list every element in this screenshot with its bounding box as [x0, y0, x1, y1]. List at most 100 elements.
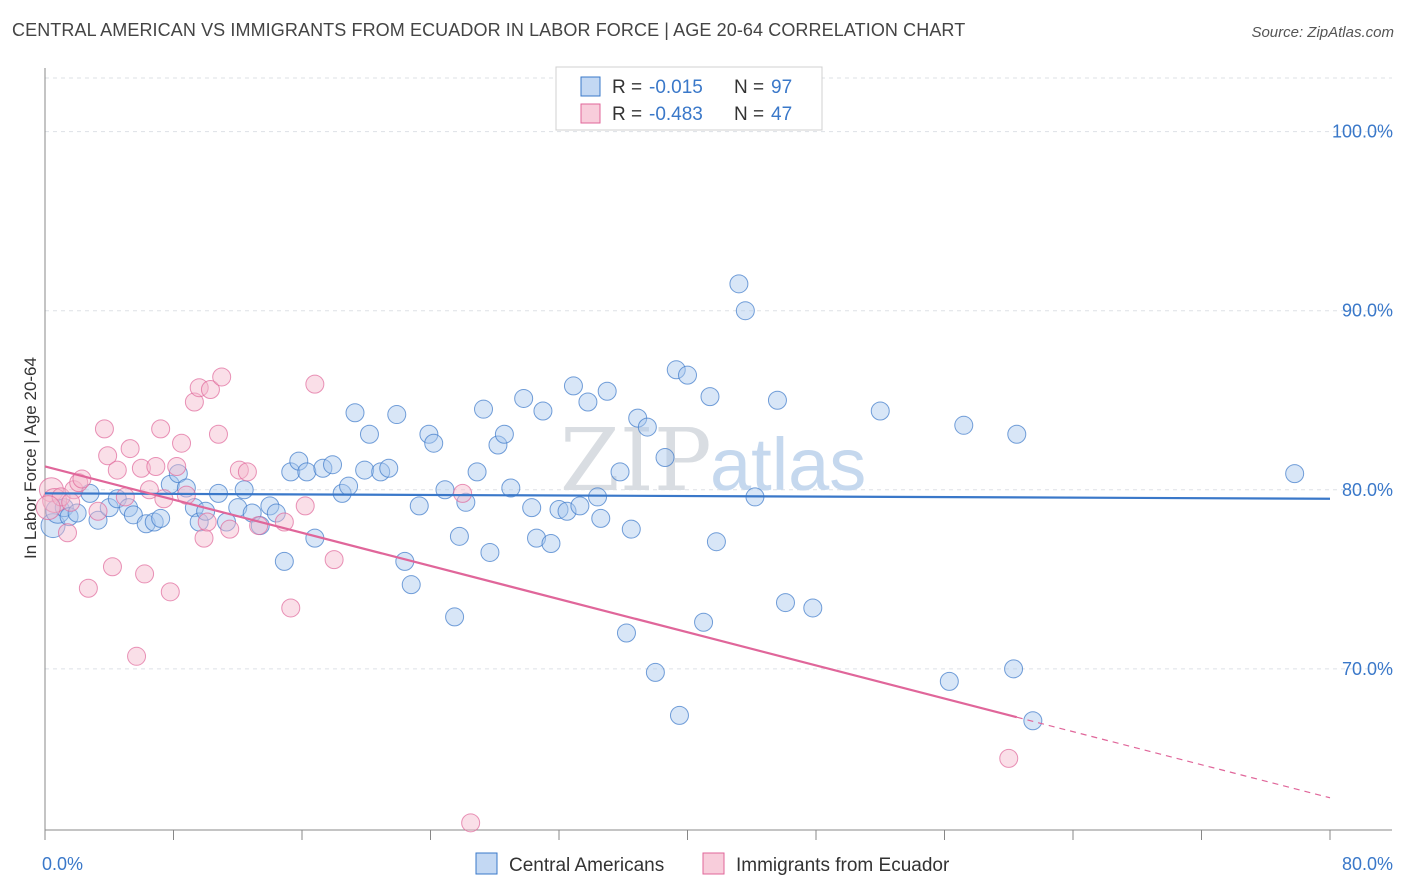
x-tick-label: 0.0%: [42, 854, 83, 874]
scatter-point: [954, 415, 974, 435]
scatter-point: [557, 501, 577, 521]
correlation-legend: R = -0.015 N = 97 R = -0.483 N = 47: [555, 66, 823, 131]
scatter-point: [870, 401, 890, 421]
scatter-point: [588, 487, 608, 507]
y-tick-labels: 100.0% 90.0% 80.0% 70.0%: [1332, 122, 1393, 679]
bottom-legend-swatch: [475, 852, 498, 875]
scatter-point: [332, 483, 352, 503]
watermark-zip: ZIP: [560, 411, 712, 511]
scatter-point: [146, 456, 166, 476]
scatter-point: [289, 451, 309, 471]
scatter-point: [527, 528, 547, 548]
scatter-point: [176, 485, 196, 505]
x-tick-labels: 0.0% 80.0%: [42, 854, 1393, 874]
trend-line-extension: [1016, 716, 1331, 799]
x-tick-label: 80.0%: [1342, 854, 1393, 874]
scatter-point: [488, 435, 508, 455]
bottom-legend-label: Immigrants from Ecuador: [736, 855, 950, 876]
scatter-point: [151, 508, 171, 528]
scatter-point: [533, 401, 553, 421]
scatter-point: [194, 528, 214, 548]
scatter-point: [1004, 659, 1024, 679]
scatter-point: [200, 379, 220, 399]
scatter-point: [666, 360, 686, 380]
scatter-point: [260, 496, 280, 516]
y-tick-label: 80.0%: [1342, 480, 1393, 500]
legend-n-label: N =: [734, 104, 764, 125]
scatter-point: [208, 424, 228, 444]
scatter-point: [775, 593, 795, 613]
scatter-point: [549, 499, 569, 519]
scatter-point: [151, 419, 171, 439]
y-tick-label: 100.0%: [1332, 122, 1393, 142]
scatter-point: [135, 564, 155, 584]
y-tick-label: 70.0%: [1342, 659, 1393, 679]
y-axis-label: In Labor Force | Age 20-64: [21, 357, 40, 559]
trend-line: [44, 465, 1018, 719]
legend-r-label: R =: [612, 77, 642, 98]
scatter-point: [610, 462, 630, 482]
scatter-point: [144, 512, 164, 532]
scatter-point: [131, 458, 151, 478]
scatter-point: [172, 433, 192, 453]
scatter-point: [379, 458, 399, 478]
scatter-point: [305, 374, 325, 394]
scatter-point: [449, 526, 469, 546]
scatter-point: [120, 439, 140, 459]
bottom-legend-label: Central Americans: [509, 855, 664, 876]
source-label: Source: ZipAtlas.com: [1251, 24, 1394, 41]
watermark-atlas: atlas: [710, 423, 866, 506]
scatter-point: [514, 388, 534, 408]
scatter-point: [94, 419, 114, 439]
scatter-point: [359, 424, 379, 444]
scatter-point: [494, 424, 514, 444]
bottom-legend: Central Americans Immigrants from Ecuador: [475, 852, 950, 876]
grid-lines: [45, 77, 1392, 670]
scatter-point: [234, 480, 254, 500]
scatter-point: [735, 301, 755, 321]
scatter-point: [324, 550, 344, 570]
scatter-point: [678, 365, 697, 385]
bottom-legend-swatch: [702, 852, 725, 875]
scatter-point: [127, 646, 147, 666]
legend-swatch: [580, 103, 601, 124]
axes: [44, 68, 1392, 840]
scatter-point: [445, 607, 465, 627]
scatter-point: [999, 748, 1019, 768]
trend-line: [44, 492, 1331, 500]
legend-r-label: R =: [612, 104, 642, 125]
watermark: ZIP atlas: [560, 411, 866, 511]
scatter-point: [637, 417, 657, 437]
scatter-point: [57, 523, 77, 543]
scatter-point: [98, 446, 118, 466]
scatter-point: [274, 551, 294, 571]
legend-n-label: N =: [734, 77, 764, 98]
scatter-point: [501, 478, 521, 498]
scatter-point: [480, 542, 500, 562]
scatter-point: [323, 455, 343, 475]
scatter-point: [474, 399, 494, 419]
scatter-point: [295, 496, 315, 516]
scatter-point: [136, 514, 156, 534]
scatter-point: [939, 671, 959, 691]
scatter-point: [313, 458, 333, 478]
scatter-point: [700, 387, 720, 407]
scatter-point: [237, 462, 257, 482]
scatter-point: [729, 274, 749, 294]
scatter-point: [387, 405, 407, 425]
scatter-point: [88, 501, 108, 521]
scatter-point: [72, 469, 92, 489]
scatter-point: [616, 623, 636, 643]
scatter-point: [339, 476, 359, 496]
scatter-point: [61, 492, 81, 512]
scatter-point: [1285, 464, 1305, 484]
scatter-point: [694, 612, 714, 632]
scatter-point: [355, 460, 375, 480]
scatter-point: [229, 460, 249, 480]
scatter-point: [767, 390, 787, 410]
scatter-point: [184, 392, 204, 412]
scatter-point: [541, 533, 561, 553]
legend-r-value: -0.015: [649, 77, 703, 98]
legend-swatch: [580, 76, 601, 97]
